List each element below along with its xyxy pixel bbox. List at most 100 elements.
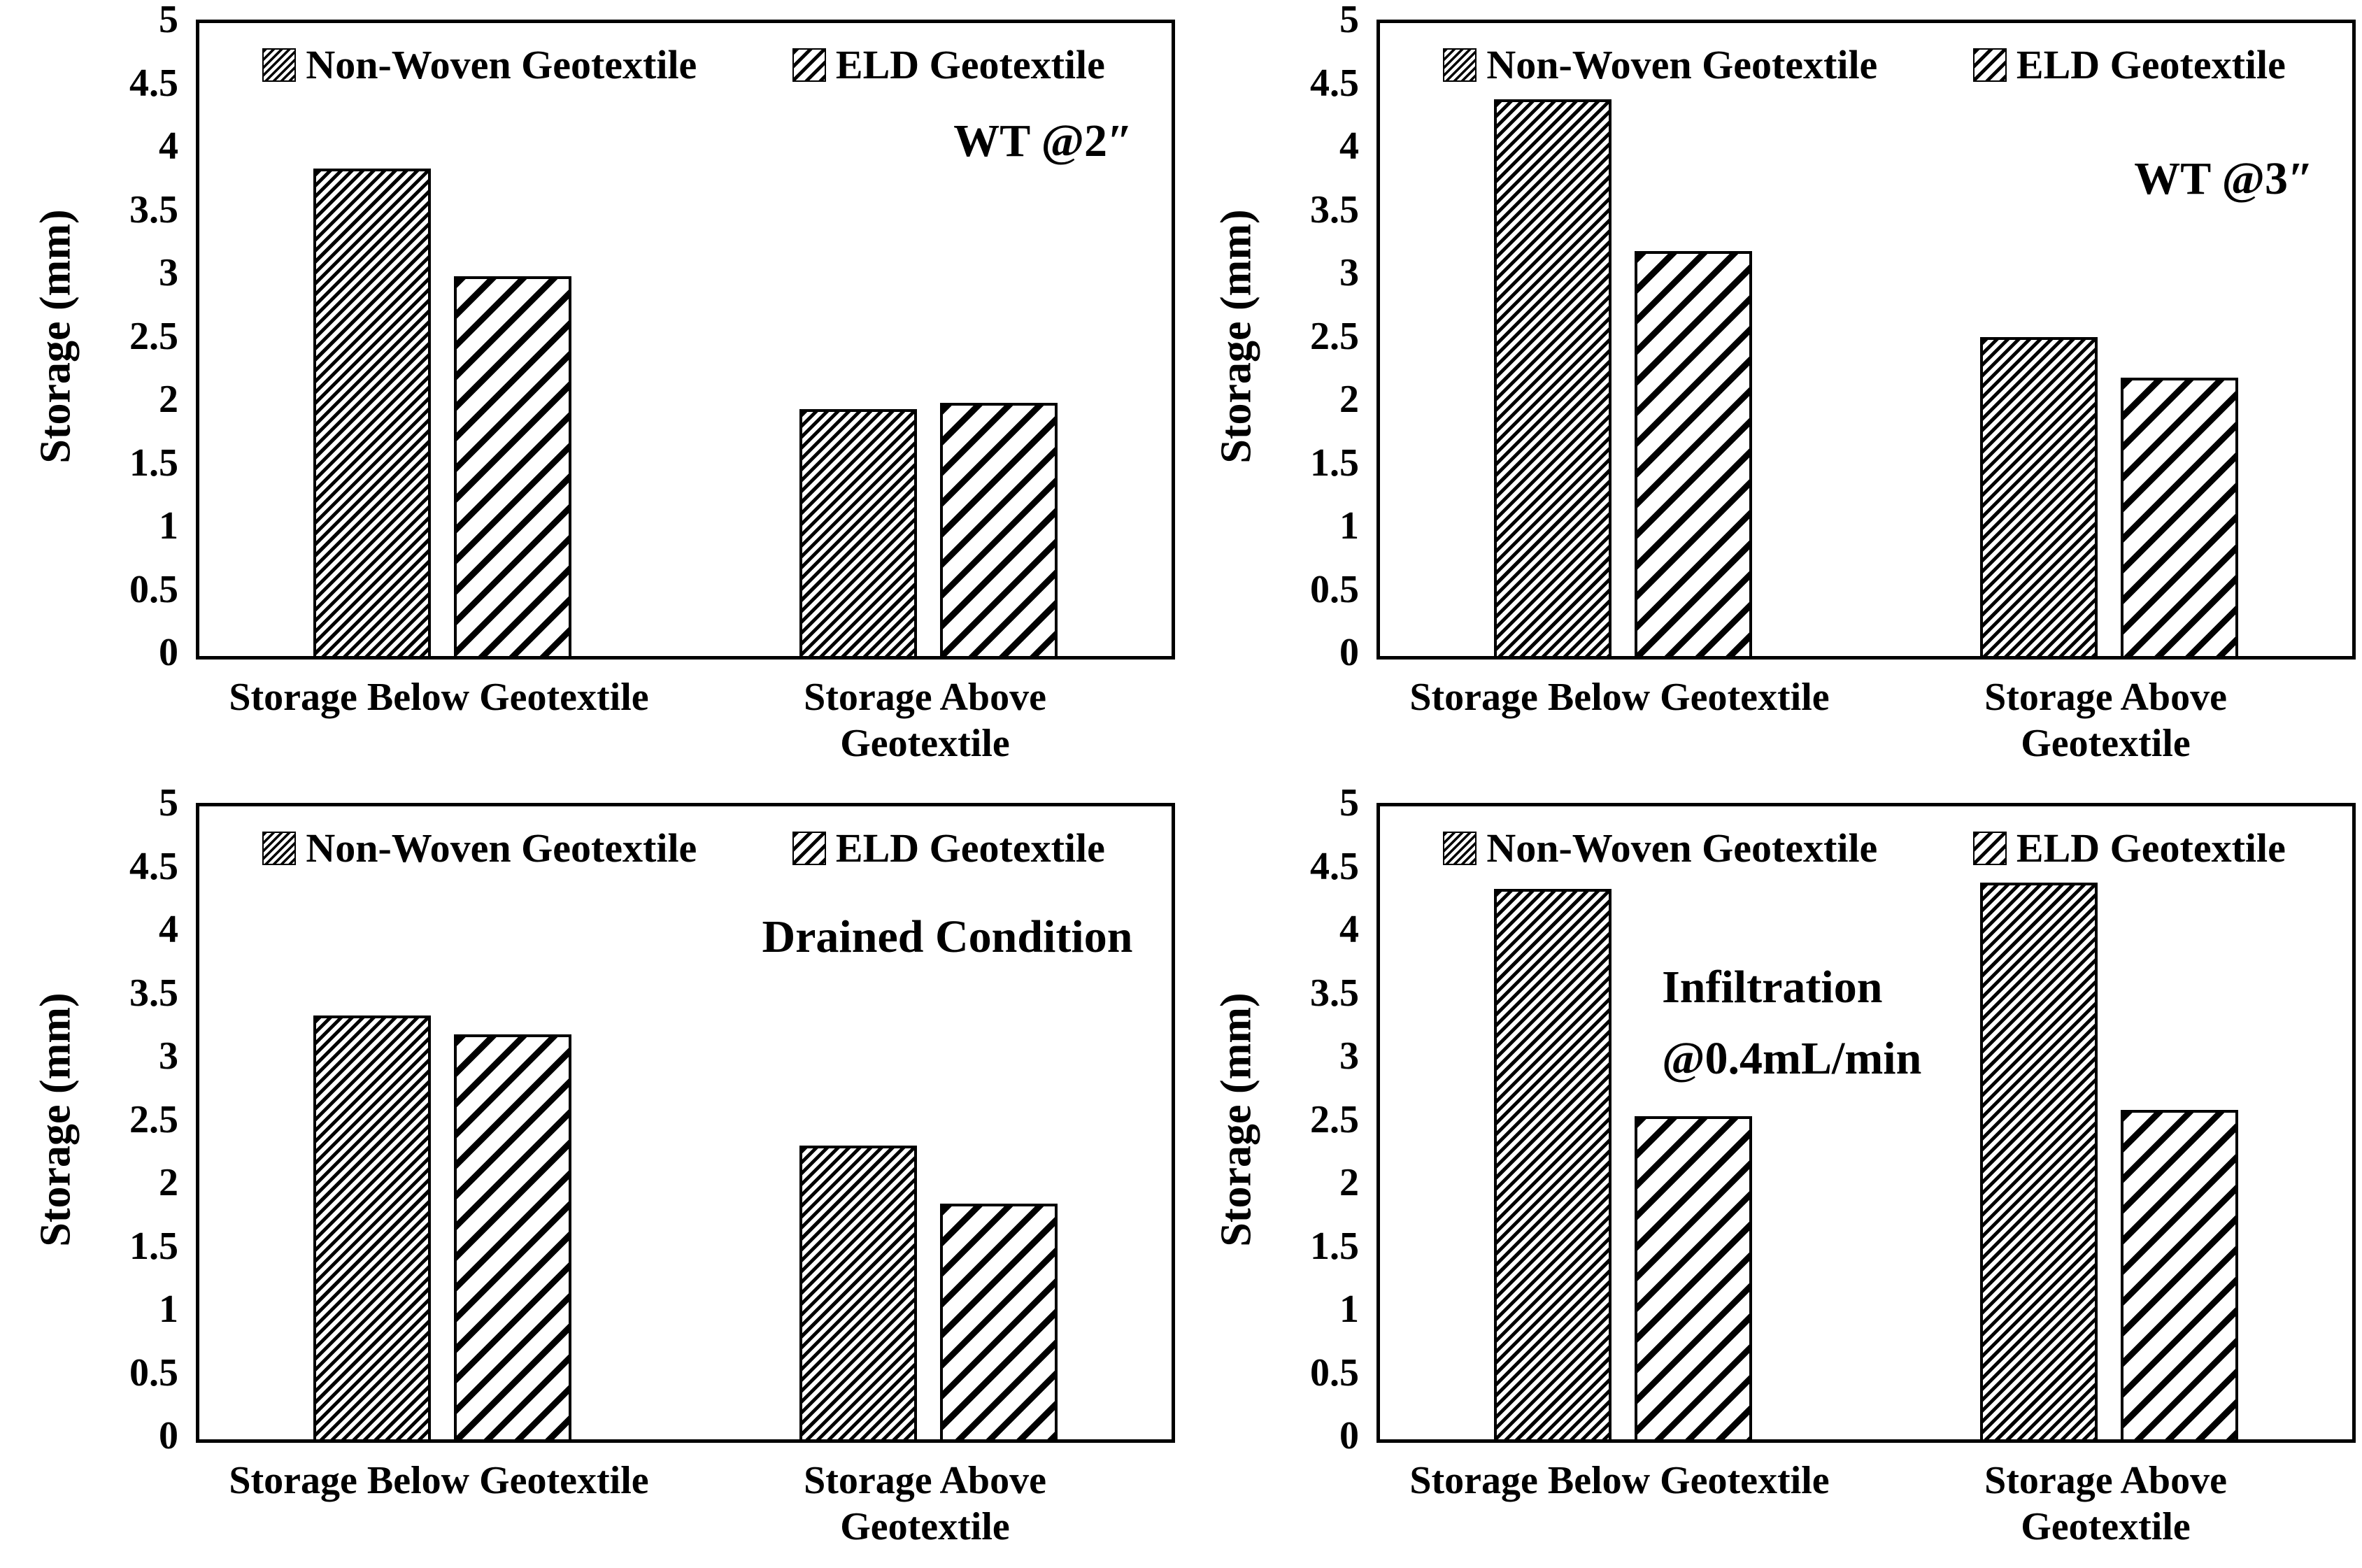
y-tick-label: 1: [159, 504, 178, 548]
bar-eld-geotextile-below: [1635, 1116, 1753, 1439]
bar-eld-geotextile-above: [2121, 1110, 2239, 1439]
dense-hatch-swatch-icon: [1443, 48, 1477, 82]
bar-eld-geotextile-above: [940, 1204, 1058, 1439]
y-tick-label: 2: [1339, 378, 1359, 421]
y-tick-label: 1: [1339, 504, 1359, 548]
bar-non-woven-geotextile-below: [1493, 888, 1612, 1439]
x-category-label-below: Storage Below Geotextile: [229, 1459, 649, 1502]
plot-area: Non-Woven Geotextile ELD Geotextile WT @3″: [1376, 20, 2356, 660]
y-tick-label: 1.5: [1310, 441, 1359, 485]
y-tick-label: 4: [1339, 124, 1359, 168]
y-tick-label: 2: [1339, 1161, 1359, 1204]
bar-non-woven-geotextile-above: [1979, 882, 2098, 1439]
bar-non-woven-geotextile-below: [313, 1015, 431, 1439]
panel-annotation: WT @3″: [2134, 143, 2313, 215]
bar-eld-geotextile-below: [454, 276, 572, 656]
y-tick-label: 3.5: [1310, 971, 1359, 1015]
y-tick-label: 4.5: [129, 61, 178, 105]
y-tick-label: 3: [159, 251, 178, 294]
chart-panel-drained-condition: Storage (mm) 5 4.5 4 3.5 3 2.5 2 1.5 1 0.5 0 Non-Wov…: [0, 781, 1181, 1568]
y-tick-label: 0: [1339, 631, 1359, 674]
y-tick-label: 5: [1339, 0, 1359, 41]
chart-panel-wt-2in: Storage (mm) 5 4.5 4 3.5 3 2.5 2 1.5 1 0.5 0 Non-Wov…: [0, 0, 1181, 783]
y-tick-label: 0.5: [1310, 567, 1359, 611]
x-category-label-above: Storage Above Geotextile: [1984, 676, 2227, 766]
y-tick-label: 4.5: [1310, 844, 1359, 888]
y-tick-label: 4: [159, 908, 178, 951]
light-hatch-swatch-icon: [792, 48, 826, 82]
panel-annotation: Drained Condition: [762, 901, 1132, 973]
bar-eld-geotextile-below: [1635, 250, 1753, 656]
light-hatch-swatch-icon: [792, 831, 826, 865]
y-tick-label: 0.5: [129, 1350, 178, 1395]
legend-label: ELD Geotextile: [835, 42, 1105, 87]
y-tick-label: 1.5: [1310, 1224, 1359, 1268]
chart-panel-wt-3in: Storage (mm) 5 4.5 4 3.5 3 2.5 2 1.5 1 0.5 0 Non-Wov…: [1181, 0, 2362, 783]
annotation-line: Infiltration: [1662, 962, 1883, 1013]
annotation-line: @0.4mL/min: [1662, 1033, 1922, 1085]
y-tick-label: 3.5: [129, 971, 178, 1015]
y-tick-label: 0.5: [129, 567, 178, 611]
panel-annotation: WT @2″: [953, 106, 1132, 177]
light-hatch-swatch-icon: [1972, 831, 2007, 865]
y-tick-label: 2.5: [129, 314, 178, 358]
bar-non-woven-geotextile-above: [799, 409, 917, 656]
bar-non-woven-geotextile-below: [1493, 99, 1612, 656]
annotation-line: Drained Condition: [762, 911, 1133, 962]
y-tick-label: 5: [1339, 781, 1359, 825]
y-tick-label: 4: [159, 124, 178, 168]
bar-non-woven-geotextile-below: [313, 169, 431, 656]
y-tick-label: 3.5: [129, 187, 178, 231]
legend-label: ELD Geotextile: [835, 825, 1105, 871]
y-tick-label: 0.5: [1310, 1350, 1359, 1395]
x-category-label-below: Storage Below Geotextile: [229, 676, 649, 719]
y-tick-label: 0: [159, 1414, 178, 1457]
y-tick-label: 2.5: [1310, 314, 1359, 358]
legend-item-eld-geotextile: ELD Geotextile: [792, 41, 1105, 88]
y-tick-label: 5: [159, 781, 178, 825]
bar-eld-geotextile-below: [454, 1034, 572, 1439]
y-tick-label: 2: [159, 1161, 178, 1204]
y-tick-label: 3: [1339, 1034, 1359, 1078]
y-tick-label: 1.5: [129, 441, 178, 485]
x-category-label-above: Storage Above Geotextile: [804, 1459, 1046, 1549]
bar-non-woven-geotextile-above: [1979, 336, 2098, 656]
x-category-label-below: Storage Below Geotextile: [1409, 676, 1830, 719]
y-tick-label: 2.5: [129, 1097, 178, 1141]
y-tick-label: 1.5: [129, 1224, 178, 1268]
light-hatch-swatch-icon: [1972, 48, 2007, 82]
y-tick-label: 0: [1339, 1414, 1359, 1457]
dense-hatch-swatch-icon: [1443, 831, 1477, 865]
y-tick-label: 1: [1339, 1288, 1359, 1331]
chart-panel-infiltration: Storage (mm) 5 4.5 4 3.5 3 2.5 2 1.5 1 0.5 0 Non-Wov…: [1181, 781, 2362, 1568]
legend-item-non-woven-geotextile: Non-Woven Geotextile: [262, 825, 697, 871]
annotation-line: WT @2″: [953, 115, 1133, 166]
y-tick-label: 4.5: [129, 844, 178, 888]
bar-eld-geotextile-above: [940, 403, 1058, 656]
legend-item-non-woven-geotextile: Non-Woven Geotextile: [1443, 41, 1877, 88]
y-tick-label: 2.5: [1310, 1097, 1359, 1141]
y-tick-label: 3: [1339, 251, 1359, 294]
y-tick-label: 2: [159, 378, 178, 421]
y-tick-label: 3: [159, 1034, 178, 1078]
y-tick-label: 4.5: [1310, 61, 1359, 105]
y-tick-label: 5: [159, 0, 178, 41]
bar-eld-geotextile-above: [2121, 377, 2239, 656]
legend-label: Non-Woven Geotextile: [1486, 825, 1878, 871]
panel-annotation: Infiltration @0.4mL/min: [1662, 952, 1921, 1095]
legend-label: ELD Geotextile: [2016, 42, 2286, 87]
legend-label: Non-Woven Geotextile: [1486, 42, 1878, 87]
bar-non-woven-geotextile-above: [799, 1146, 917, 1439]
plot-area: Non-Woven Geotextile ELD Geotextile WT @2″: [196, 20, 1175, 660]
legend-label: Non-Woven Geotextile: [306, 825, 697, 871]
x-category-label-below: Storage Below Geotextile: [1409, 1459, 1830, 1502]
dense-hatch-swatch-icon: [262, 831, 297, 865]
plot-area: Non-Woven Geotextile ELD Geotextile Draine…: [196, 803, 1175, 1443]
dense-hatch-swatch-icon: [262, 48, 297, 82]
legend-item-non-woven-geotextile: Non-Woven Geotextile: [1443, 825, 1877, 871]
y-tick-label: 4: [1339, 908, 1359, 951]
y-tick-label: 0: [159, 631, 178, 674]
legend-item-eld-geotextile: ELD Geotextile: [792, 825, 1105, 871]
plot-area: Non-Woven Geotextile ELD Geotextile Infilt…: [1376, 803, 2356, 1443]
